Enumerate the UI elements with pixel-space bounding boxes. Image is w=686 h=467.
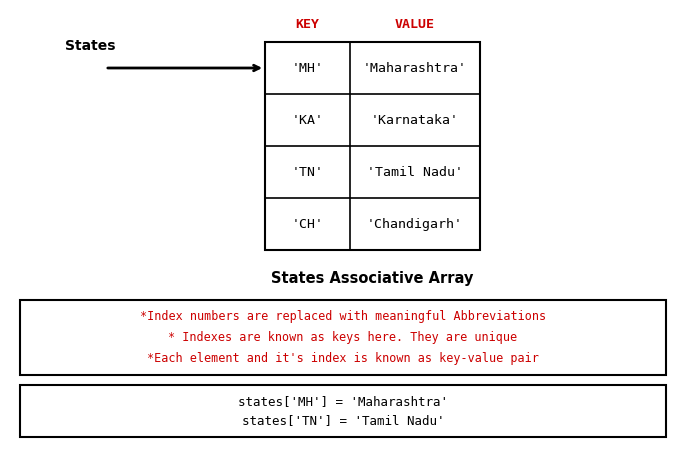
Text: states['TN'] = 'Tamil Nadu': states['TN'] = 'Tamil Nadu' (241, 414, 445, 427)
Text: 'Maharashtra': 'Maharashtra' (363, 62, 467, 75)
Bar (20, 300, 666, 375)
Text: VALUE: VALUE (395, 17, 435, 30)
Bar (265, 42, 480, 250)
Text: states['MH'] = 'Maharashtra': states['MH'] = 'Maharashtra' (238, 395, 448, 408)
Text: 'MH': 'MH' (292, 62, 324, 75)
Text: States Associative Array: States Associative Array (271, 270, 474, 285)
Text: 'CH': 'CH' (292, 218, 324, 231)
Text: *Each element and it's index is known as key-value pair: *Each element and it's index is known as… (147, 352, 539, 365)
Text: 'Tamil Nadu': 'Tamil Nadu' (367, 165, 463, 178)
Text: 'KA': 'KA' (292, 113, 324, 127)
Text: 'TN': 'TN' (292, 165, 324, 178)
Bar (20, 385, 666, 437)
Text: KEY: KEY (296, 17, 320, 30)
Text: 'Chandigarh': 'Chandigarh' (367, 218, 463, 231)
Text: 'Karnataka': 'Karnataka' (371, 113, 459, 127)
Text: * Indexes are known as keys here. They are unique: * Indexes are known as keys here. They a… (169, 331, 517, 344)
Text: States: States (64, 39, 115, 53)
Text: *Index numbers are replaced with meaningful Abbreviations: *Index numbers are replaced with meaning… (140, 310, 546, 323)
